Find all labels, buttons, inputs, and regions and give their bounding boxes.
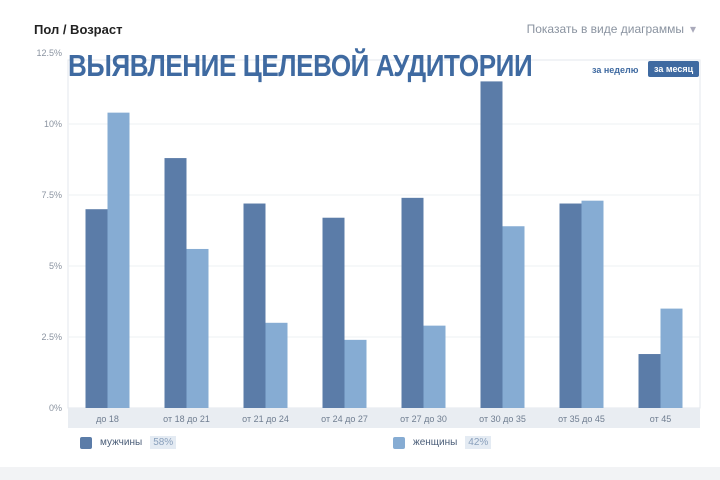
bar-men <box>559 203 582 408</box>
view-toggle-dropdown[interactable]: Показать в виде диаграммы ▾ <box>527 22 696 36</box>
bar-men <box>638 354 661 408</box>
bar-men <box>480 81 503 409</box>
y-tick-label: 5% <box>49 261 62 271</box>
chevron-down-icon: ▾ <box>689 22 696 36</box>
y-tick-label: 2.5% <box>41 332 62 342</box>
view-toggle-label: Показать в виде диаграммы <box>526 22 684 36</box>
bar-women <box>344 339 367 408</box>
legend-swatch-women <box>393 436 405 449</box>
y-tick-label: 12.5% <box>36 48 62 58</box>
plot-area <box>67 59 701 409</box>
legend-label-women: женщины <box>413 437 458 448</box>
legend-swatch-men <box>80 436 92 449</box>
legend-share-men: 58% <box>150 436 177 449</box>
x-axis-band <box>68 408 700 428</box>
x-tick-label: от 21 до 24 <box>242 414 289 424</box>
bar-women <box>265 322 288 408</box>
bar-women <box>107 112 130 408</box>
legend-item-men[interactable]: мужчины 58% <box>80 436 177 449</box>
x-tick-label: до 18 <box>96 414 119 424</box>
y-tick-label: 10% <box>44 119 62 129</box>
x-tick-label: от 35 до 45 <box>558 414 605 424</box>
x-tick-label: от 24 до 27 <box>321 414 368 424</box>
x-tick-label: от 30 до 35 <box>479 414 526 424</box>
bar-women <box>186 248 209 408</box>
bar-men <box>322 217 345 408</box>
banner-heading: ВЫЯВЛЕНИЕ ЦЕЛЕВОЙ АУДИТОРИИ <box>68 48 533 83</box>
bar-men <box>243 203 266 408</box>
bar-men <box>164 158 187 408</box>
y-tick-label: 0% <box>49 403 62 413</box>
bar-women <box>660 308 683 408</box>
period-month-button[interactable]: за месяц <box>648 61 700 77</box>
period-week-button[interactable]: за неделю <box>592 65 639 75</box>
legend-label-men: мужчины <box>100 437 143 448</box>
legend-item-women[interactable]: женщины 42% <box>393 436 492 449</box>
x-tick-label: от 27 до 30 <box>400 414 447 424</box>
bar-women <box>423 325 446 408</box>
bar-women <box>581 200 604 408</box>
y-tick-label: 7.5% <box>41 190 62 200</box>
bar-men <box>85 209 108 408</box>
legend-share-women: 42% <box>465 436 492 449</box>
bar-men <box>401 197 424 408</box>
page-title: Пол / Возраст <box>34 22 123 37</box>
x-tick-label: от 18 до 21 <box>163 414 210 424</box>
bar-women <box>502 226 525 408</box>
footer-strip <box>0 467 720 480</box>
x-tick-label: от 45 <box>650 414 671 424</box>
